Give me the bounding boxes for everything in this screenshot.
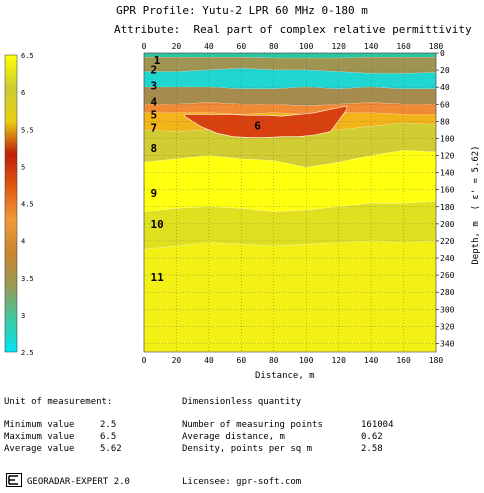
x-tick-label-bottom: 160 — [396, 356, 411, 365]
points-value: 161004 — [361, 420, 394, 430]
x-tick-label-top: 120 — [331, 42, 346, 51]
y-tick-label: 340 — [440, 339, 455, 348]
x-tick-label-top: 180 — [429, 42, 444, 51]
density-label: Density, points per sq m — [182, 444, 313, 454]
y-axis-label: Depth, m ( ε' = 5.62) — [471, 145, 481, 265]
y-tick-label: 40 — [440, 83, 450, 92]
x-tick-label-bottom: 100 — [299, 356, 314, 365]
x-tick-label-top: 40 — [204, 42, 214, 51]
layer-9 — [144, 150, 436, 212]
y-tick-label: 200 — [440, 220, 455, 229]
unit-value: Dimensionless quantity — [182, 397, 302, 407]
avg-value: 5.62 — [100, 444, 122, 454]
distance-value: 0.62 — [361, 432, 383, 442]
min-label: Minimum value — [4, 420, 75, 430]
x-tick-label-top: 0 — [142, 42, 147, 51]
app-name: GEORADAR-EXPERT 2.0 — [27, 477, 130, 487]
y-tick-label: 240 — [440, 254, 455, 263]
y-tick-label: 180 — [440, 203, 455, 212]
unit-label: Unit of measurement: — [4, 397, 113, 407]
min-value: 2.5 — [100, 420, 117, 430]
layer-label-8: 8 — [150, 142, 157, 155]
colorbar-tick-label: 4.5 — [21, 201, 34, 209]
layer-3 — [144, 68, 436, 89]
layer-label-3: 3 — [150, 79, 157, 92]
y-tick-label: 320 — [440, 322, 455, 331]
layer-label-11: 11 — [150, 271, 164, 284]
layers — [144, 53, 436, 352]
layer-label-6: 6 — [254, 120, 261, 133]
layer-boundary — [144, 56, 436, 59]
x-tick-label-top: 140 — [364, 42, 379, 51]
y-tick-label: 140 — [440, 169, 455, 178]
x-tick-label-top: 60 — [237, 42, 247, 51]
y-tick-label: 20 — [440, 66, 450, 75]
points-label: Number of measuring points — [182, 420, 323, 430]
colorbar-tick-label: 2.5 — [21, 349, 34, 357]
colorbar-tick-label: 3.5 — [21, 275, 34, 283]
layer-label-9: 9 — [150, 187, 157, 200]
layer-label-5: 5 — [150, 109, 157, 122]
y-tick-label: 0 — [440, 49, 445, 58]
y-tick-label: 260 — [440, 271, 455, 280]
x-tick-label-top: 100 — [299, 42, 314, 51]
layer-label-10: 10 — [150, 218, 163, 231]
colorbar-tick-label: 3 — [21, 312, 25, 320]
colorbar — [4, 54, 18, 353]
distance-label: Average distance, m — [182, 432, 285, 442]
layer-11 — [144, 240, 436, 352]
colorbar-tick-label: 6.5 — [21, 52, 34, 60]
max-label: Maximum value — [4, 432, 75, 442]
x-tick-label-bottom: 80 — [269, 356, 279, 365]
colorbar-tick-label: 5 — [21, 163, 25, 171]
x-axis-label: Distance, m — [255, 371, 315, 381]
layer-8 — [144, 123, 436, 168]
x-tick-label-top: 80 — [269, 42, 279, 51]
x-tick-label-bottom: 60 — [237, 356, 247, 365]
x-tick-label-bottom: 140 — [364, 356, 379, 365]
y-tick-label: 100 — [440, 134, 455, 143]
layer-label-4: 4 — [150, 96, 157, 109]
chart-subtitle: Attribute: Real part of complex relative… — [114, 23, 472, 36]
colorbar-tick-label: 5.5 — [21, 126, 34, 134]
y-tick-label: 160 — [440, 186, 455, 195]
layer-4 — [144, 87, 436, 106]
layer-10 — [144, 201, 436, 250]
y-tick-label: 120 — [440, 152, 455, 161]
avg-label: Average value — [4, 444, 75, 454]
layer-1 — [144, 53, 436, 59]
x-tick-label-bottom: 120 — [331, 356, 346, 365]
density-value: 2.58 — [361, 444, 383, 454]
x-tick-label-bottom: 20 — [172, 356, 182, 365]
x-tick-label-bottom: 0 — [142, 356, 147, 365]
layer-label-7: 7 — [150, 121, 157, 134]
colorbar-tick-label: 6 — [21, 89, 25, 97]
x-tick-label-bottom: 180 — [429, 356, 444, 365]
x-tick-label-top: 160 — [396, 42, 411, 51]
chart-title: GPR Profile: Yutu-2 LPR 60 MHz 0-180 m — [116, 4, 368, 17]
layer-label-1: 1 — [154, 54, 161, 67]
colorbar-tick-label: 4 — [21, 238, 25, 246]
x-tick-label-bottom: 40 — [204, 356, 214, 365]
layer-label-2: 2 — [150, 63, 157, 76]
plot-frame — [143, 52, 437, 353]
layer-5 — [144, 102, 436, 115]
y-tick-label: 280 — [440, 288, 455, 297]
x-tick-label-top: 20 — [172, 42, 182, 51]
licensee: Licensee: gpr-soft.com — [182, 477, 302, 487]
y-tick-label: 80 — [440, 117, 450, 126]
app-logo-icon — [6, 473, 22, 487]
max-value: 6.5 — [100, 432, 117, 442]
y-tick-label: 60 — [440, 100, 450, 109]
y-tick-label: 220 — [440, 237, 455, 246]
y-tick-label: 300 — [440, 305, 455, 314]
